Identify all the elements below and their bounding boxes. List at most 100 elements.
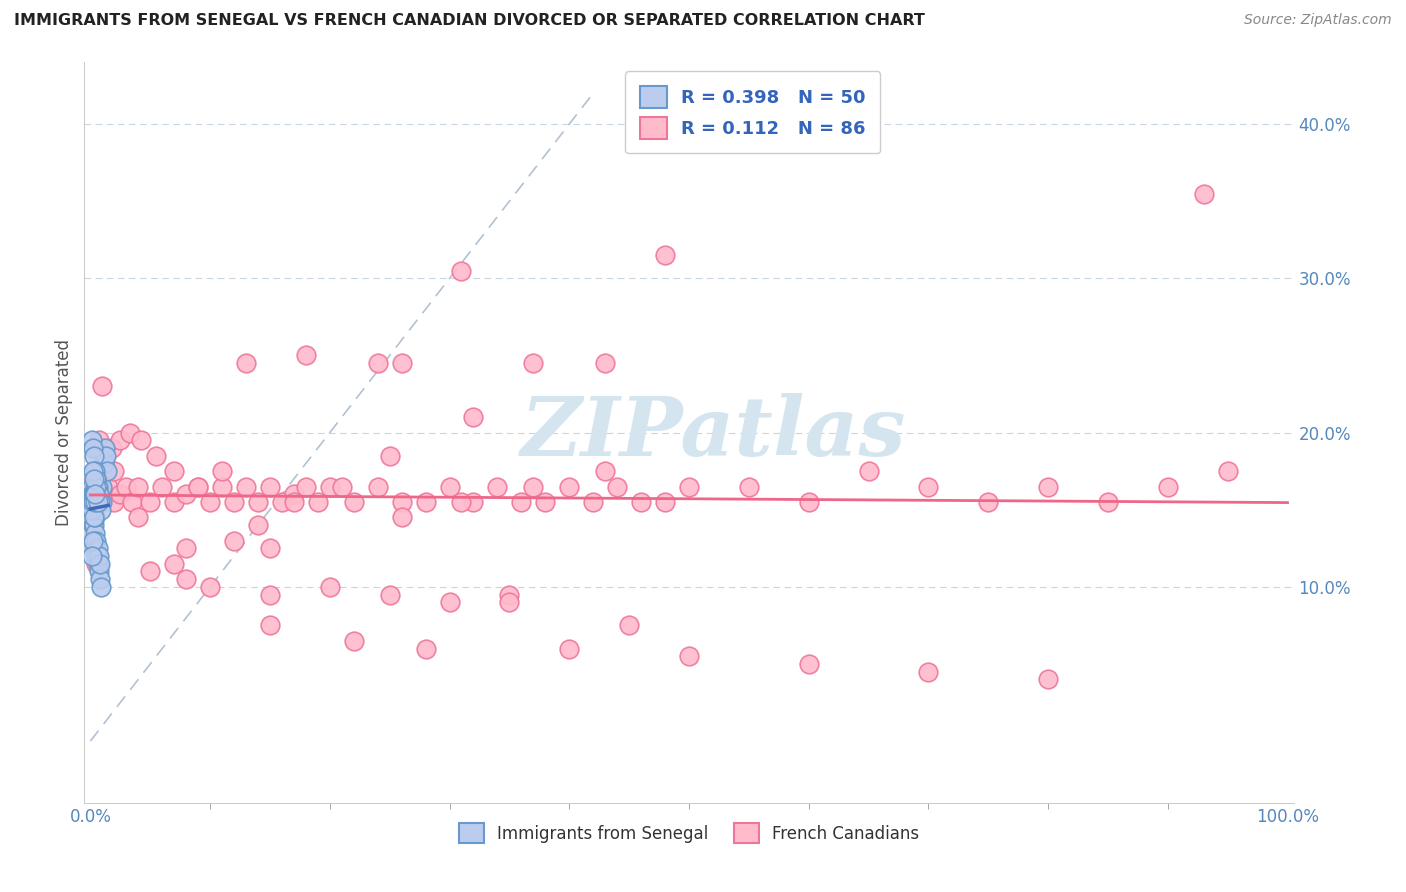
Point	[115, 480, 138, 494]
Point	[86, 495, 108, 509]
Point	[1097, 495, 1119, 509]
Point	[522, 480, 544, 494]
Point	[343, 495, 366, 509]
Point	[93, 457, 115, 471]
Point	[101, 441, 124, 455]
Point	[86, 557, 108, 571]
Point	[187, 480, 209, 494]
Point	[80, 502, 103, 516]
Point	[163, 495, 186, 509]
Point	[83, 518, 105, 533]
Point	[283, 487, 305, 501]
Point	[222, 495, 245, 509]
Point	[80, 480, 103, 494]
Point	[84, 480, 107, 494]
Point	[86, 480, 108, 494]
Point	[858, 464, 880, 478]
Point	[93, 449, 115, 463]
Point	[378, 588, 401, 602]
Legend: Immigrants from Senegal, French Canadians: Immigrants from Senegal, French Canadian…	[453, 816, 925, 850]
Point	[90, 580, 112, 594]
Point	[83, 510, 105, 524]
Point	[1036, 480, 1059, 494]
Point	[82, 495, 104, 509]
Point	[110, 487, 132, 501]
Point	[246, 495, 269, 509]
Point	[187, 480, 209, 494]
Point	[86, 541, 108, 556]
Point	[1192, 186, 1215, 201]
Point	[91, 379, 114, 393]
Point	[84, 464, 107, 478]
Point	[977, 495, 1000, 509]
Point	[91, 487, 114, 501]
Point	[330, 480, 353, 494]
Point	[582, 495, 605, 509]
Point	[797, 495, 820, 509]
Point	[87, 434, 110, 448]
Point	[617, 618, 640, 632]
Point	[222, 533, 245, 548]
Point	[103, 464, 125, 478]
Point	[139, 495, 162, 509]
Point	[259, 480, 281, 494]
Point	[82, 464, 104, 478]
Point	[103, 495, 125, 509]
Point	[522, 356, 544, 370]
Point	[80, 549, 103, 563]
Point	[127, 480, 149, 494]
Point	[463, 410, 485, 425]
Point	[89, 480, 111, 494]
Point	[87, 549, 110, 563]
Point	[80, 495, 103, 509]
Point	[295, 349, 318, 363]
Point	[83, 472, 105, 486]
Point	[83, 533, 105, 548]
Text: ZIPatlas: ZIPatlas	[520, 392, 905, 473]
Point	[319, 580, 342, 594]
Point	[174, 572, 197, 586]
Point	[91, 480, 114, 494]
Point	[127, 510, 149, 524]
Point	[86, 533, 108, 548]
Point	[486, 480, 509, 494]
Point	[463, 495, 485, 509]
Point	[415, 495, 437, 509]
Point	[534, 495, 557, 509]
Point	[917, 480, 939, 494]
Point	[86, 472, 108, 486]
Point	[654, 495, 676, 509]
Point	[498, 595, 520, 609]
Point	[94, 449, 117, 463]
Point	[391, 495, 413, 509]
Point	[82, 487, 104, 501]
Point	[82, 533, 104, 548]
Point	[83, 472, 105, 486]
Point	[439, 595, 461, 609]
Point	[593, 464, 616, 478]
Point	[558, 480, 581, 494]
Point	[80, 495, 103, 509]
Point	[82, 502, 104, 516]
Point	[121, 495, 143, 509]
Point	[118, 425, 141, 440]
Text: IMMIGRANTS FROM SENEGAL VS FRENCH CANADIAN DIVORCED OR SEPARATED CORRELATION CHA: IMMIGRANTS FROM SENEGAL VS FRENCH CANADI…	[14, 13, 925, 29]
Point	[283, 495, 305, 509]
Point	[97, 480, 120, 494]
Point	[86, 464, 108, 478]
Point	[150, 480, 173, 494]
Point	[84, 510, 107, 524]
Point	[259, 588, 281, 602]
Point	[86, 549, 108, 563]
Point	[86, 487, 108, 501]
Point	[198, 495, 221, 509]
Point	[510, 495, 533, 509]
Point	[174, 487, 197, 501]
Point	[606, 480, 628, 494]
Point	[1216, 464, 1239, 478]
Point	[678, 480, 700, 494]
Point	[110, 434, 132, 448]
Point	[90, 502, 112, 516]
Point	[211, 480, 233, 494]
Point	[91, 495, 114, 509]
